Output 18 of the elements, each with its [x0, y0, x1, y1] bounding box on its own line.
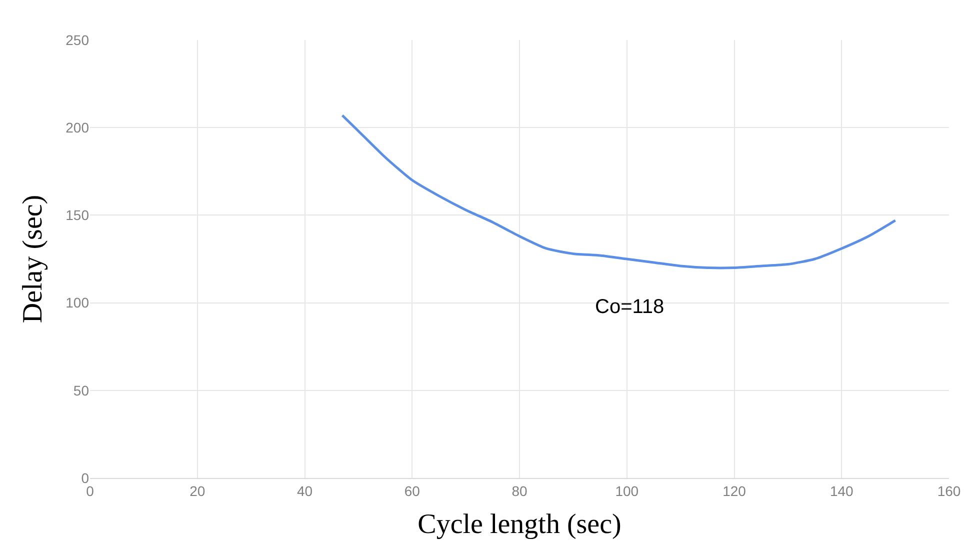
x-tick-label: 140	[830, 482, 854, 499]
annotation: Co=118	[595, 296, 664, 318]
line-series	[341, 114, 897, 270]
y-tick-label: 200	[66, 120, 90, 136]
x-tick-label: 40	[296, 482, 313, 499]
y-tick-label: 150	[66, 207, 90, 224]
x-tick-label: 60	[404, 482, 420, 499]
x-tick-label: 160	[937, 482, 961, 499]
y-tick-label: 50	[73, 382, 90, 398]
x-axis-title: Cycle length (sec)	[418, 508, 622, 540]
y-tick-label: 0	[81, 470, 90, 486]
x-tick-label: 80	[512, 482, 528, 499]
x-tick-label: 100	[615, 482, 639, 499]
y-axis-title: Delay (sec)	[17, 194, 48, 324]
x-tick-label: 120	[722, 482, 746, 499]
y-tick-label: 250	[66, 32, 90, 48]
y-tick-label: 100	[66, 294, 90, 311]
x-tick-label: 20	[190, 482, 206, 499]
